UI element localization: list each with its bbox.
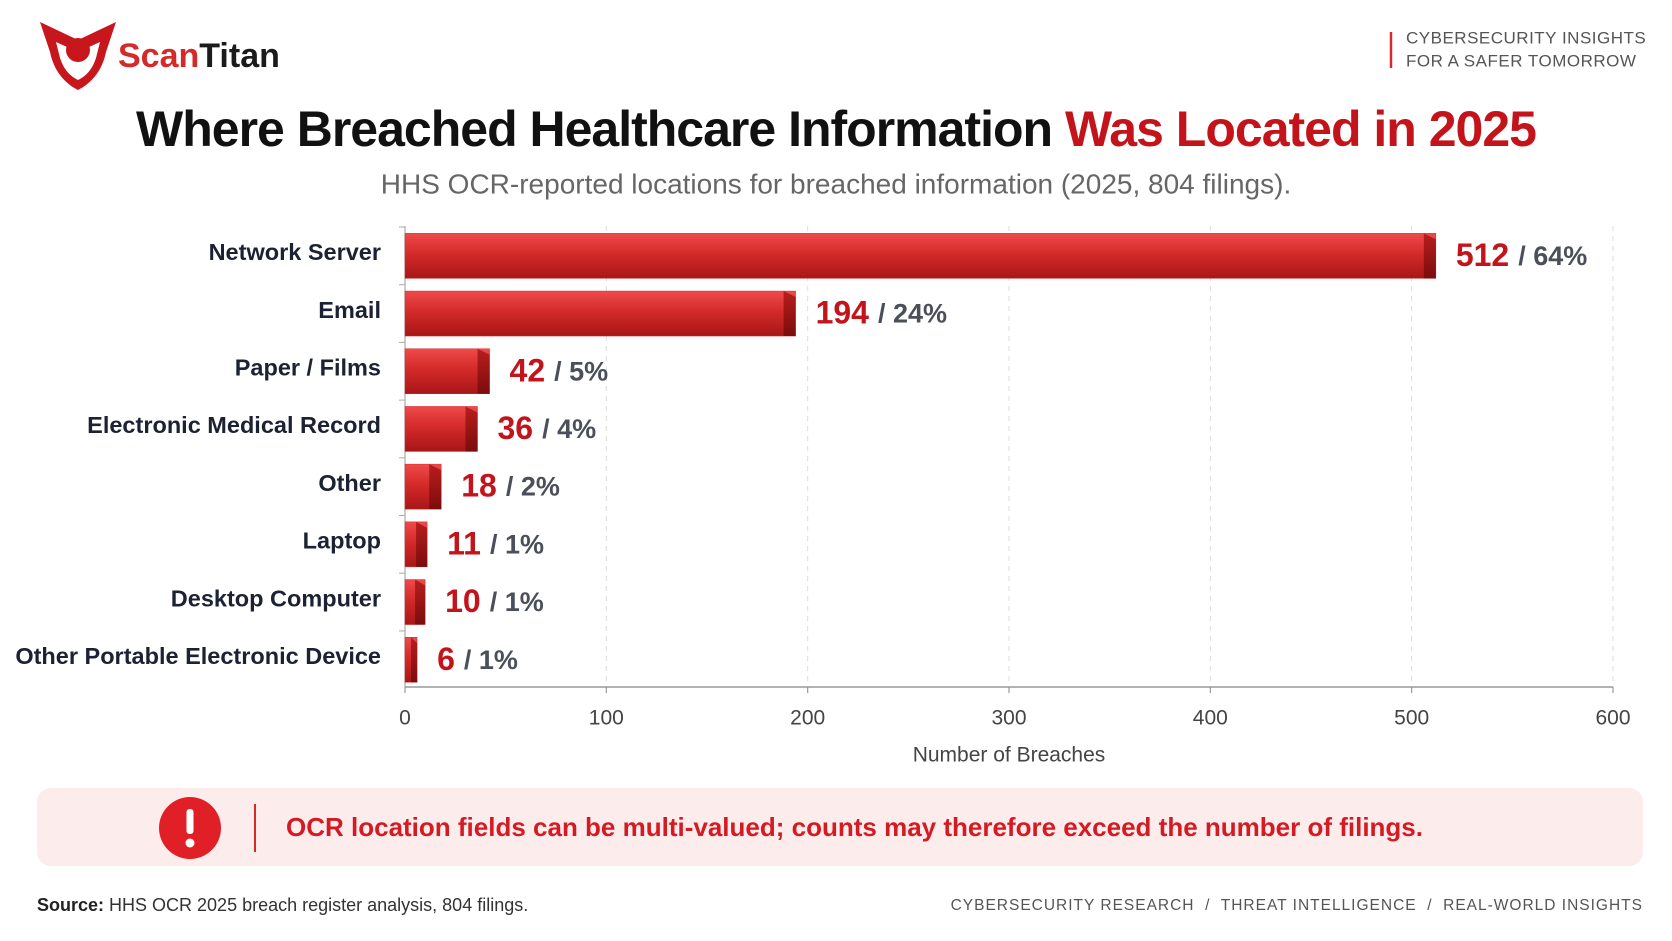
value-number: 512 [1456,237,1509,273]
tagline-line: CYBERSECURITY INSIGHTS [1406,28,1646,47]
y-tick-label: Electronic Medical Record [87,412,381,438]
brand: ScanTitan [118,37,280,75]
x-tick-label: 400 [1193,707,1228,730]
bar-cap [416,521,428,567]
brand-first: Scan [118,37,199,75]
footer-source: Source: HHS OCR 2025 breach register ana… [37,895,528,915]
y-tick-label: Email [318,297,381,323]
x-tick-label: 0 [399,707,411,730]
footer-links: CYBERSECURITY RESEARCH / THREAT INTELLIG… [951,897,1643,914]
x-tick-label: 300 [991,707,1026,730]
value-label: 18 / 2% [461,468,560,504]
value-share: / 4% [542,414,596,444]
x-tick-label: 200 [790,707,825,730]
value-label: 194 / 24% [816,295,947,331]
plot: 0 100 200 300 400 500 600 Number of Breaches Net… [15,226,1631,767]
value-share: / 1% [490,587,544,617]
source-label: Source: [37,895,104,915]
bar-cap [783,291,796,337]
source-text: HHS OCR 2025 breach register analysis, 8… [104,895,528,915]
value-share: / 24% [878,299,947,329]
bar-cap [411,637,418,683]
value-label: 11 / 1% [447,526,544,562]
bar [404,348,490,394]
tagline-line: FOR A SAFER TOMORROW [1406,51,1636,70]
note-icon-dot [185,838,195,848]
bar-cap [1423,233,1436,279]
y-tick-label: Other Portable Electronic Device [15,643,381,669]
value-number: 36 [497,410,533,446]
bar-cap [415,579,426,625]
logo: ScanTitan [40,22,280,90]
title-highlight: Was Located in 2025 [1065,101,1536,157]
value-share: / 2% [506,472,560,502]
logo-dot [66,38,90,62]
y-tick-label: Other [318,470,381,496]
bar [404,233,1437,279]
x-tick-label: 100 [589,707,624,730]
value-number: 6 [437,641,455,677]
value-share: / 1% [490,529,544,559]
value-label: 512 / 64% [1456,237,1587,273]
value-share: / 64% [1518,241,1587,271]
value-number: 10 [445,584,481,620]
value-number: 42 [510,353,546,389]
value-label: 42 / 5% [510,353,609,389]
chart-subtitle: HHS OCR-reported locations for breached … [381,168,1291,199]
x-tick-label: 500 [1394,707,1429,730]
value-share: / 1% [464,645,518,675]
y-tick-label: Desktop Computer [171,585,381,611]
value-number: 194 [816,295,870,331]
bar [404,406,478,452]
x-axis-label: Number of Breaches [913,744,1106,767]
note-box [37,788,1643,866]
y-tick-label: Network Server [209,239,381,265]
value-share: / 5% [554,356,608,386]
value-number: 18 [461,468,497,504]
title-main: Where Breached Healthcare Information [136,101,1065,157]
bar [404,290,796,337]
value-label: 10 / 1% [445,584,544,620]
chart-title: Where Breached Healthcare Information Wa… [136,101,1536,157]
y-tick-label: Laptop [303,528,381,554]
value-label: 6 / 1% [437,641,518,677]
brand-second: Titan [199,37,280,75]
bar-cap [429,464,442,510]
x-tick-label: 600 [1595,707,1630,730]
note-text: OCR location fields can be multi-valued;… [286,812,1423,842]
value-label: 36 / 4% [497,410,596,446]
value-number: 11 [447,526,481,562]
bar-cap [465,406,478,452]
bar-cap [477,348,490,394]
note-icon-bar [186,809,194,834]
y-tick-label: Paper / Films [235,354,381,380]
